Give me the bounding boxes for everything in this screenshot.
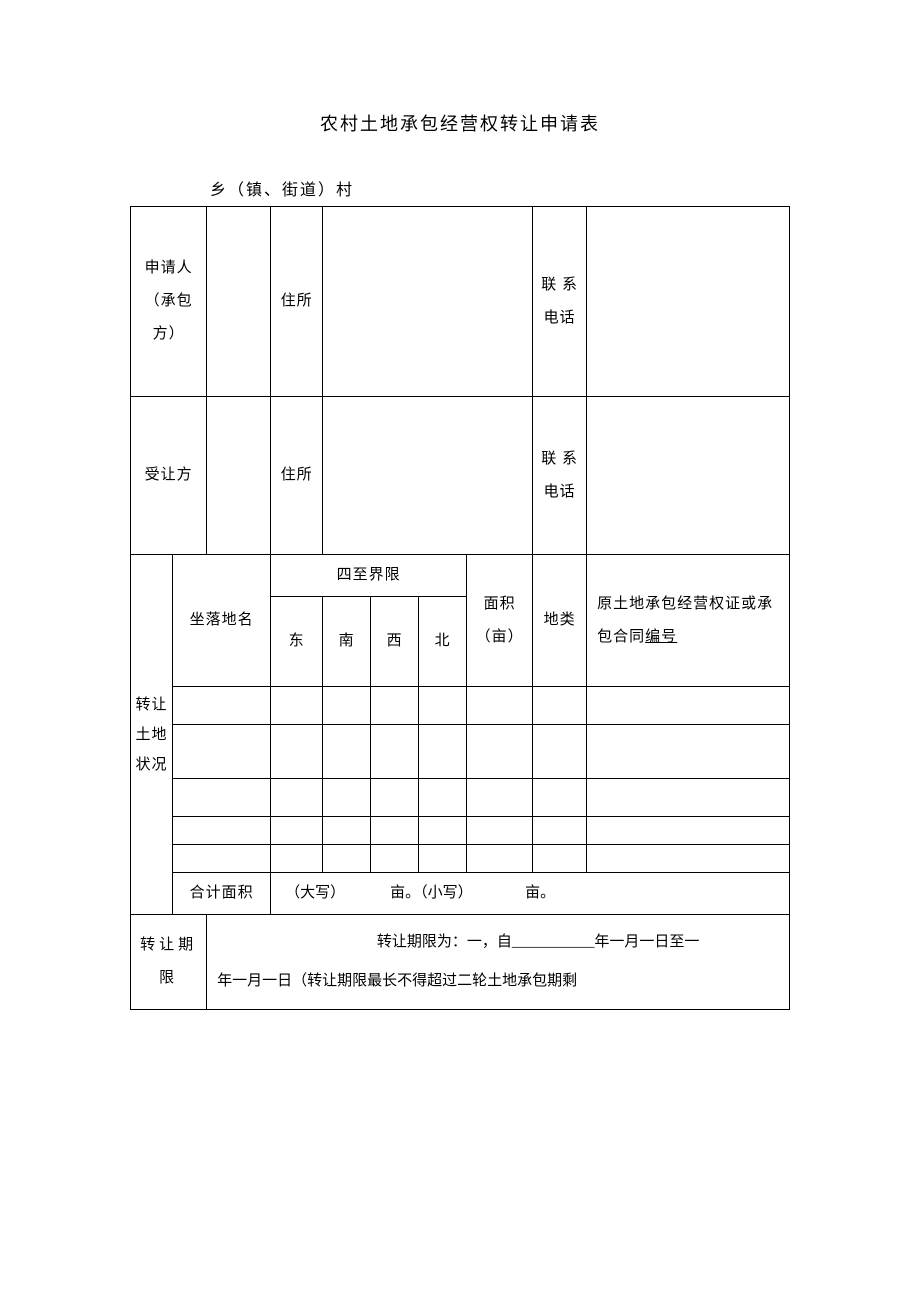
applicant-label: 申请人（承包方） <box>131 207 207 397</box>
cell[interactable] <box>419 725 467 779</box>
cell[interactable] <box>371 817 419 845</box>
land-data-row-1 <box>131 687 790 725</box>
cell[interactable] <box>271 779 323 817</box>
cell[interactable] <box>467 779 533 817</box>
period-label: 转让期限 <box>131 915 207 1010</box>
subtitle: 乡（镇、街道）村 <box>210 176 790 200</box>
land-header-row1: 转让土地状况 坐落地名 四至界限 面积（亩） 地类 原土地承包经营权证或承包合同… <box>131 555 790 597</box>
period-row: 转让期限 转让期限为：一，自___________年一月一日至一年一月一日（转让… <box>131 915 790 1010</box>
cell[interactable] <box>587 845 790 873</box>
bounds-label: 四至界限 <box>271 555 467 597</box>
land-data-row-2 <box>131 725 790 779</box>
land-status-side-label: 转让土地状况 <box>131 555 173 915</box>
applicant-row: 申请人（承包方） 住所 联 系电话 <box>131 207 790 397</box>
cell[interactable] <box>587 779 790 817</box>
cell[interactable] <box>271 845 323 873</box>
cell[interactable] <box>587 725 790 779</box>
land-data-row-4 <box>131 817 790 845</box>
cell[interactable] <box>419 687 467 725</box>
transferee-address-label: 住所 <box>271 397 323 555</box>
north-label: 北 <box>419 597 467 687</box>
cell[interactable] <box>371 779 419 817</box>
cell[interactable] <box>533 725 587 779</box>
cell[interactable] <box>371 845 419 873</box>
cell[interactable] <box>419 817 467 845</box>
cell[interactable] <box>173 845 271 873</box>
cell[interactable] <box>323 779 371 817</box>
land-data-row-3 <box>131 779 790 817</box>
cell[interactable] <box>271 687 323 725</box>
cell[interactable] <box>419 845 467 873</box>
cell[interactable] <box>533 817 587 845</box>
cell[interactable] <box>467 817 533 845</box>
applicant-phone-cell[interactable] <box>587 207 790 397</box>
cert-label: 原土地承包经营权证或承包合同编号 <box>587 555 790 687</box>
cell[interactable] <box>587 817 790 845</box>
cell[interactable] <box>323 725 371 779</box>
cell[interactable] <box>533 845 587 873</box>
cell[interactable] <box>271 725 323 779</box>
applicant-phone-label: 联 系电话 <box>533 207 587 397</box>
cell[interactable] <box>323 817 371 845</box>
transferee-address-cell[interactable] <box>323 397 533 555</box>
transferee-name-cell[interactable] <box>207 397 271 555</box>
transferee-label: 受让方 <box>131 397 207 555</box>
land-data-row-5 <box>131 845 790 873</box>
location-label: 坐落地名 <box>173 555 271 687</box>
cell[interactable] <box>587 687 790 725</box>
south-label: 南 <box>323 597 371 687</box>
page-title: 农村土地承包经营权转让申请表 <box>130 110 790 136</box>
cell[interactable] <box>173 779 271 817</box>
cell[interactable] <box>467 687 533 725</box>
form-table: 申请人（承包方） 住所 联 系电话 受让方 住所 联 系电话 转让土地状况 坐落… <box>130 206 790 1010</box>
cell[interactable] <box>323 845 371 873</box>
cell[interactable] <box>173 687 271 725</box>
east-label: 东 <box>271 597 323 687</box>
cell[interactable] <box>467 725 533 779</box>
cell[interactable] <box>371 687 419 725</box>
cell[interactable] <box>271 817 323 845</box>
category-label: 地类 <box>533 555 587 687</box>
total-cell[interactable]: （大写） 亩。（小写） 亩。 <box>271 873 790 915</box>
west-label: 西 <box>371 597 419 687</box>
transferee-phone-label: 联 系电话 <box>533 397 587 555</box>
cell[interactable] <box>533 687 587 725</box>
cell[interactable] <box>533 779 587 817</box>
cell[interactable] <box>323 687 371 725</box>
cell[interactable] <box>371 725 419 779</box>
applicant-address-cell[interactable] <box>323 207 533 397</box>
cell[interactable] <box>173 817 271 845</box>
cell[interactable] <box>419 779 467 817</box>
total-label: 合计面积 <box>173 873 271 915</box>
total-row: 合计面积 （大写） 亩。（小写） 亩。 <box>131 873 790 915</box>
period-cell[interactable]: 转让期限为：一，自___________年一月一日至一年一月一日（转让期限最长不… <box>207 915 790 1010</box>
cell[interactable] <box>173 725 271 779</box>
applicant-name-cell[interactable] <box>207 207 271 397</box>
area-label: 面积（亩） <box>467 555 533 687</box>
applicant-address-label: 住所 <box>271 207 323 397</box>
transferee-row: 受让方 住所 联 系电话 <box>131 397 790 555</box>
cell[interactable] <box>467 845 533 873</box>
transferee-phone-cell[interactable] <box>587 397 790 555</box>
